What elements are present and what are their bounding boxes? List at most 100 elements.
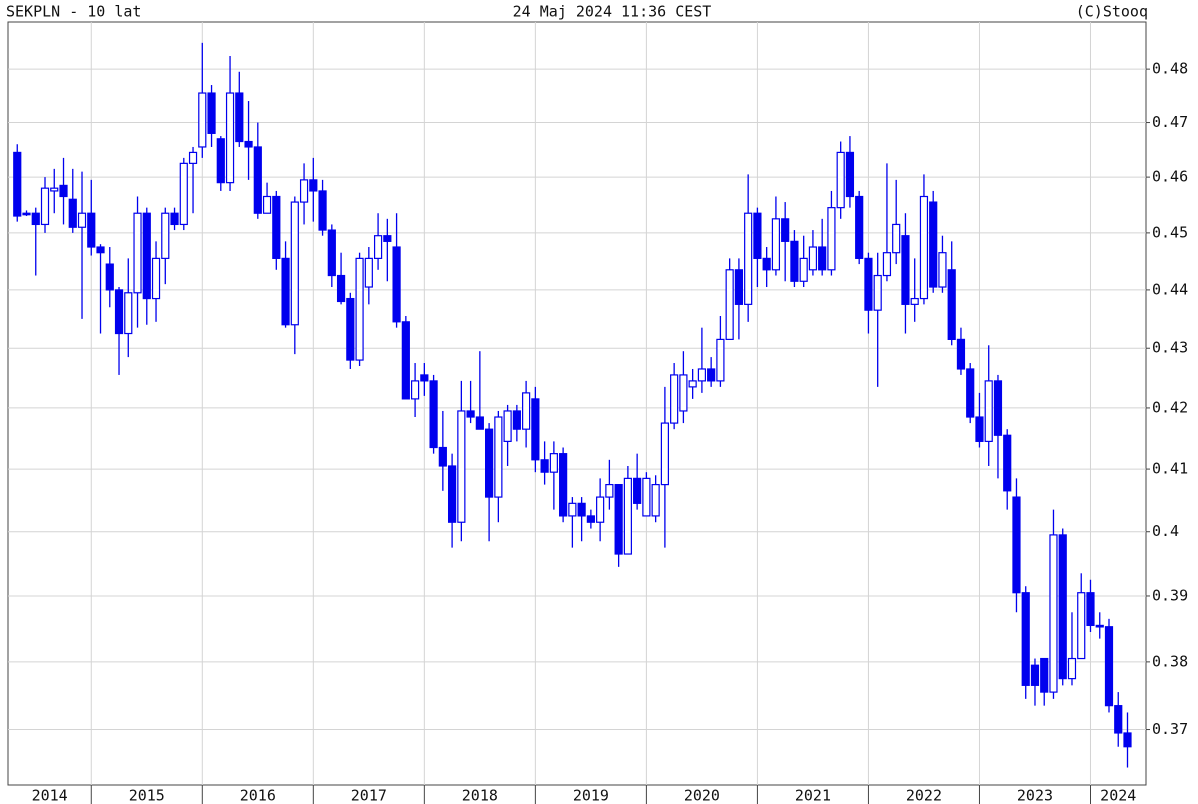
candle-body — [225, 92, 235, 184]
candle-body — [975, 416, 984, 442]
candle-body — [808, 246, 818, 271]
x-tick-label: 2015 — [129, 787, 165, 804]
y-tick-label: 0.46 — [1152, 168, 1188, 186]
candle-body — [355, 257, 364, 361]
y-tick-label: 0.37 — [1152, 720, 1188, 738]
candle-body — [188, 151, 198, 164]
candle-body — [938, 252, 947, 288]
x-tick-label: 2024 — [1100, 787, 1136, 804]
candle-body — [40, 187, 50, 226]
candle-body — [207, 92, 216, 134]
candle-body — [170, 212, 179, 226]
y-tick-label: 0.48 — [1152, 60, 1188, 78]
candle-body — [50, 187, 59, 192]
candle-body — [151, 257, 161, 300]
candle-body — [77, 212, 87, 228]
candle-body — [364, 257, 373, 288]
candle-body — [272, 195, 281, 259]
x-tick-label: 2020 — [684, 787, 720, 804]
candle-body — [568, 502, 577, 517]
x-tick-label: 2018 — [462, 787, 498, 804]
candle-body — [401, 321, 410, 400]
candle-body — [429, 380, 438, 449]
candle-body — [762, 257, 771, 271]
candle-body — [1040, 657, 1049, 693]
candle-body — [142, 212, 151, 300]
candle-body — [290, 201, 299, 326]
candle-body — [540, 459, 549, 473]
candle-body — [956, 338, 966, 370]
candle-body — [466, 410, 475, 418]
candle-body — [68, 198, 77, 228]
candle-body — [318, 190, 327, 231]
candle-body — [929, 201, 938, 288]
candle-body — [420, 374, 429, 382]
candle-body — [966, 368, 975, 418]
candle-body — [485, 428, 494, 498]
candle-body — [262, 195, 272, 214]
candle-body — [503, 410, 512, 442]
candle-body — [697, 368, 707, 382]
candle-body — [919, 195, 929, 300]
candle-body — [336, 274, 346, 303]
candle-body — [31, 212, 40, 226]
candle-body — [559, 453, 568, 517]
candle-body — [873, 274, 882, 311]
candle-body — [549, 453, 558, 473]
candle-body — [577, 502, 586, 517]
candle-body — [1104, 626, 1114, 707]
candle-body — [410, 380, 420, 400]
candle-body — [309, 179, 318, 192]
y-tick-label: 0.38 — [1152, 652, 1188, 670]
candle-body — [744, 212, 753, 305]
candle-body — [947, 269, 956, 340]
candle-body — [1095, 624, 1104, 628]
candle-body — [1058, 534, 1067, 680]
candle-body — [281, 257, 290, 326]
candle-body — [1114, 705, 1123, 734]
candle-body — [327, 229, 336, 277]
candle-body — [457, 410, 466, 523]
candle-body — [845, 151, 855, 198]
candle-body — [910, 297, 919, 305]
x-tick-label: 2021 — [795, 787, 831, 804]
candle-body — [836, 151, 845, 209]
candle-body — [346, 297, 355, 361]
candle-body — [660, 422, 669, 486]
y-tick-label: 0.47 — [1152, 113, 1188, 131]
candle-body — [614, 483, 623, 555]
candle-body — [790, 240, 799, 282]
candle-body — [253, 146, 262, 214]
candle-body — [531, 398, 540, 461]
candle-body — [679, 374, 688, 412]
candle-body — [438, 446, 447, 467]
y-tick-label: 0.44 — [1152, 280, 1188, 298]
candle-body — [1077, 592, 1086, 660]
candle-body — [623, 477, 632, 555]
candle-body — [475, 416, 484, 430]
candle-body — [235, 92, 244, 143]
y-tick-label: 0.4 — [1152, 522, 1179, 540]
candle-body — [522, 392, 531, 430]
candle-body — [299, 179, 309, 203]
candle-body — [1030, 664, 1040, 686]
candle-body — [725, 269, 734, 340]
x-tick-label: 2014 — [32, 787, 68, 804]
candle-body — [799, 257, 808, 282]
candle-body — [1086, 592, 1095, 627]
x-tick-label: 2023 — [1017, 787, 1053, 804]
candle-body — [216, 138, 225, 184]
candle-body — [1012, 496, 1021, 594]
candle-body — [753, 212, 762, 259]
candle-body — [586, 515, 595, 523]
x-tick-label: 2016 — [240, 787, 276, 804]
candle-body — [1067, 657, 1077, 680]
candle-body — [512, 410, 521, 430]
candle-body — [244, 140, 253, 148]
plot-frame — [7, 21, 1147, 786]
candle-body — [1049, 534, 1058, 693]
candle-body — [161, 212, 170, 259]
y-tick-label: 0.45 — [1152, 223, 1188, 241]
candle-body — [383, 235, 392, 242]
